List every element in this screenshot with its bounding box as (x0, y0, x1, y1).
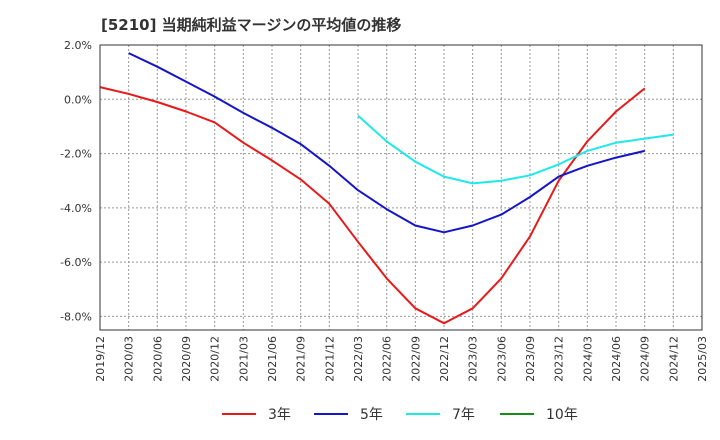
series-lines (99, 52, 674, 325)
x-tick-label: 2020/09 (180, 336, 193, 382)
legend-item-7y: 7年 (406, 402, 475, 426)
plot-border (99, 44, 703, 331)
x-tick-label: 2020/03 (123, 336, 136, 382)
y-tick-label: 2.0% (64, 39, 92, 52)
legend-swatch-10y (500, 413, 534, 415)
legend-label-5y: 5年 (360, 407, 383, 423)
x-tick-label: 2023/09 (524, 336, 537, 382)
x-tick-label: 2023/03 (467, 336, 480, 382)
y-tick-label: -6.0% (60, 256, 92, 269)
legend-item-3y: 3年 (222, 402, 291, 426)
legend-swatch-5y (314, 413, 348, 415)
x-tick-label: 2021/06 (266, 336, 279, 382)
grid (100, 44, 702, 330)
y-tick-label: 0.0% (64, 93, 92, 106)
x-tick-label: 2024/12 (667, 336, 680, 382)
y-axis-ticks: 2.0% 0.0% -2.0% -4.0% -6.0% -8.0% (60, 39, 92, 323)
series-line-0 (99, 86, 646, 325)
x-tick-label: 2021/09 (295, 336, 308, 382)
x-tick-label: 2022/06 (381, 336, 394, 382)
x-tick-label: 2024/06 (610, 336, 623, 382)
legend-swatch-3y (222, 413, 256, 415)
x-tick-label: 2023/12 (553, 336, 566, 382)
x-tick-label: 2020/06 (151, 336, 164, 382)
x-tick-label: 2024/09 (639, 336, 652, 382)
legend-label-7y: 7年 (452, 407, 475, 423)
legend-item-10y: 10年 (500, 402, 578, 426)
legend-label-10y: 10年 (546, 407, 578, 423)
legend: 3年 5年 7年 10年 (0, 402, 720, 426)
x-tick-label: 2019/12 (94, 336, 107, 382)
y-tick-label: -8.0% (60, 310, 92, 323)
legend-swatch-7y (406, 413, 440, 415)
x-tick-label: 2022/03 (352, 336, 365, 382)
x-tick-label: 2023/06 (495, 336, 508, 382)
legend-item-5y: 5年 (314, 402, 383, 426)
x-tick-label: 2022/12 (438, 336, 451, 382)
series-line-1 (128, 52, 645, 234)
x-tick-label: 2025/03 (696, 336, 709, 382)
series-line-2 (357, 114, 674, 185)
x-tick-label: 2024/03 (581, 336, 594, 382)
x-tick-label: 2020/12 (209, 336, 222, 382)
x-tick-label: 2021/03 (237, 336, 250, 382)
chart-title: [5210] 当期純利益マージンの平均値の推移 (101, 16, 402, 34)
y-tick-label: -4.0% (60, 202, 92, 215)
x-tick-label: 2021/12 (323, 336, 336, 382)
x-axis-ticks: 2019/12 2020/03 2020/06 2020/09 2020/12 2021/… (94, 336, 709, 382)
x-tick-label: 2022/09 (409, 336, 422, 382)
y-tick-label: -2.0% (60, 148, 92, 161)
legend-label-3y: 3年 (268, 407, 291, 423)
